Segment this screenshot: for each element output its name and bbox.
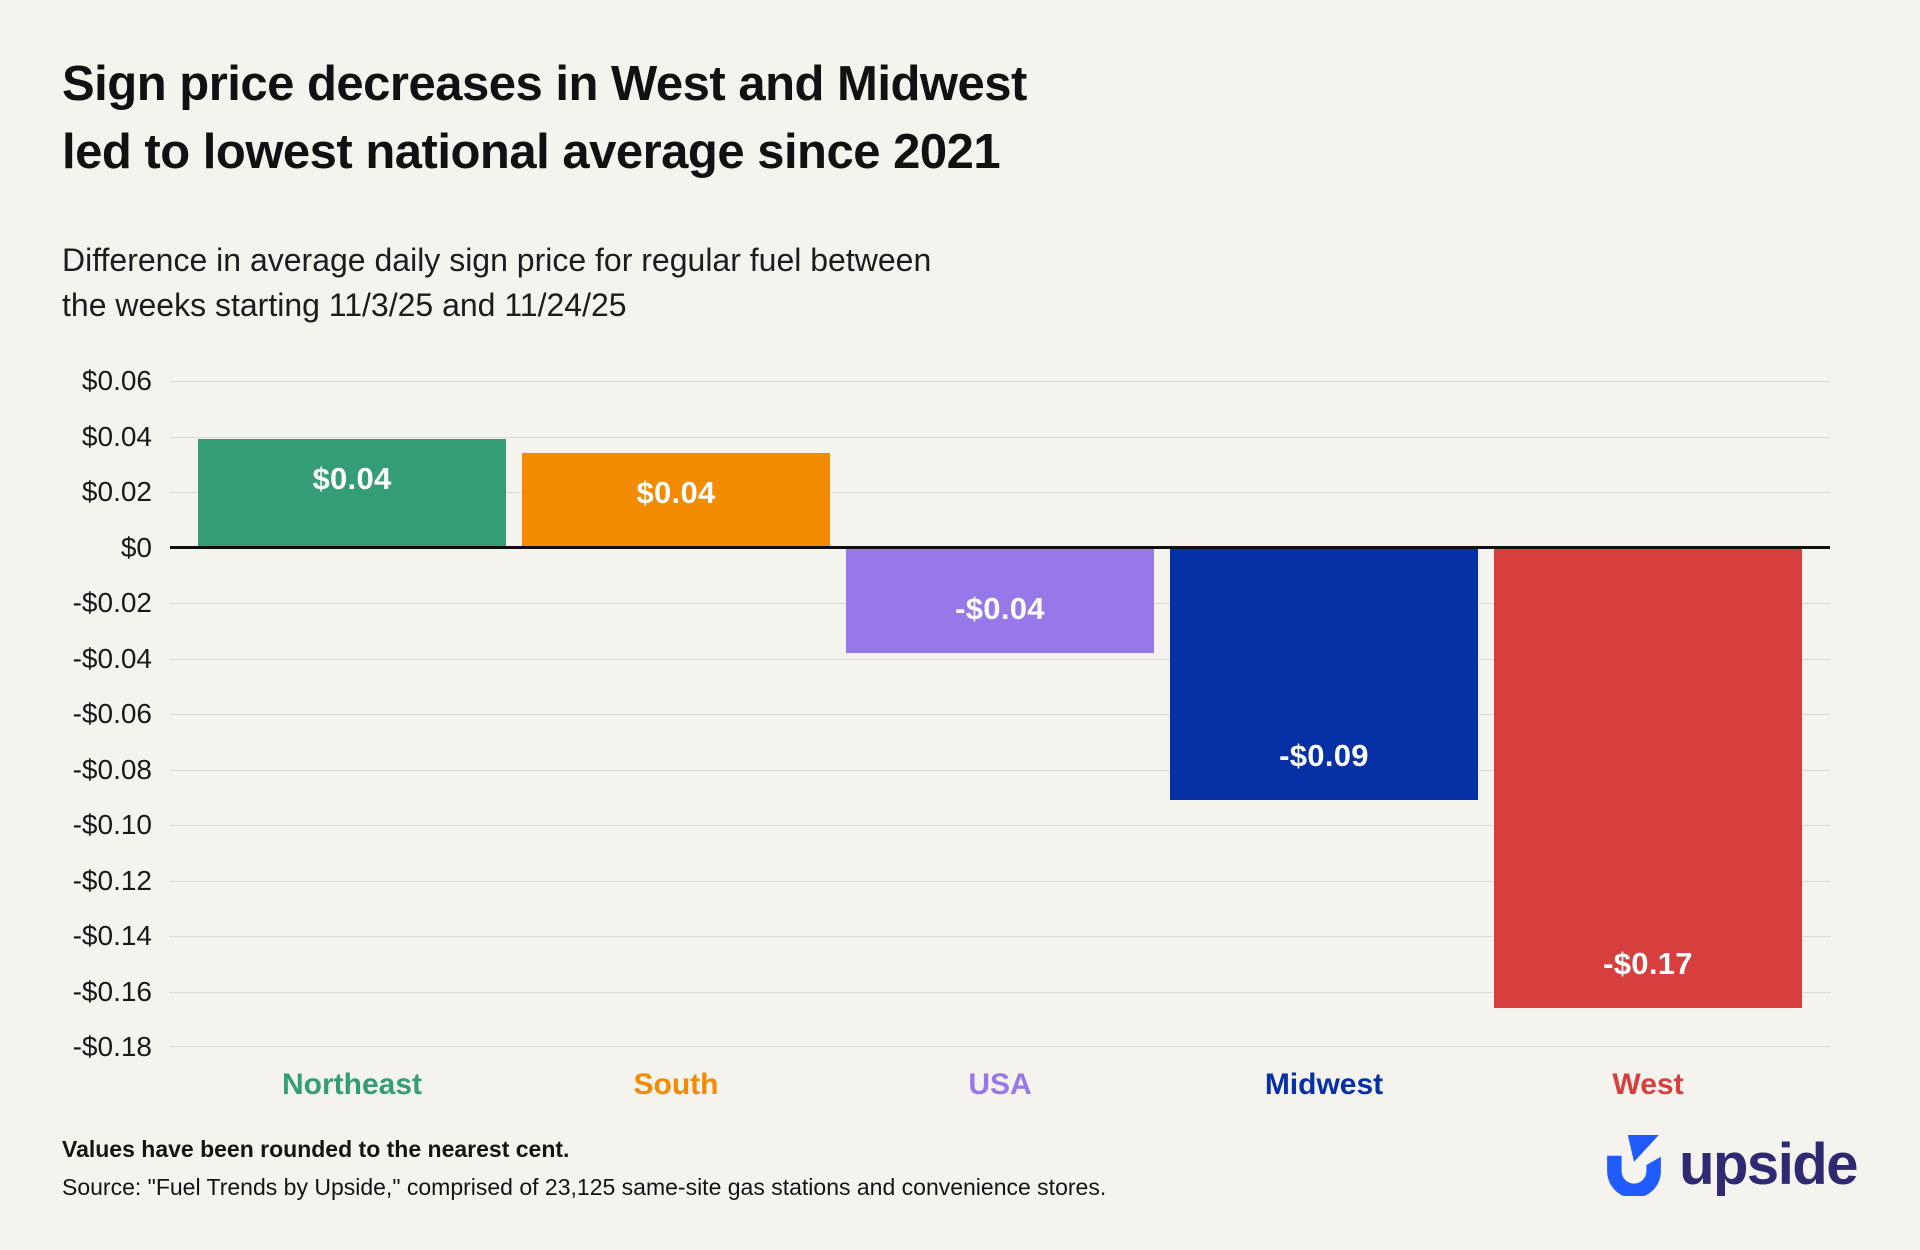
plot-area: $0.04 $0.04 -$0.04 -$0.09 -$0.17 bbox=[170, 381, 1830, 1047]
y-axis-tick-label: -$0.06 bbox=[72, 698, 152, 729]
y-axis-tick-label: $0 bbox=[120, 531, 152, 563]
upside-logo-icon bbox=[1603, 1134, 1665, 1196]
y-axis: $0.06 $0.04 $0.02 $0 -$0.02 -$0.04 -$0.06 -$0.0… bbox=[0, 365, 152, 1062]
gridline bbox=[170, 936, 1830, 937]
chart-title-line1: Sign price decreases in West and Midwest bbox=[62, 57, 1027, 111]
gridline bbox=[170, 769, 1830, 771]
upside-logo-text: upside bbox=[1679, 1132, 1858, 1197]
y-axis-tick-label: -$0.16 bbox=[72, 975, 152, 1007]
y-axis-tick-label: $0.06 bbox=[81, 365, 152, 396]
x-axis-label-usa: USA bbox=[968, 1068, 1032, 1101]
x-axis: Northeast South USA Midwest West bbox=[170, 1068, 1830, 1110]
upside-logo: upside bbox=[1603, 1132, 1858, 1197]
gridline bbox=[170, 492, 1830, 493]
x-axis-label-midwest: Midwest bbox=[1264, 1068, 1384, 1101]
y-axis-tick-label: -$0.04 bbox=[72, 642, 152, 674]
zero-axis-line bbox=[170, 546, 1830, 549]
footnote-source: Source: "Fuel Trends by Upside," compris… bbox=[62, 1174, 1107, 1200]
bar-south: $0.04 bbox=[522, 453, 830, 548]
bar-value-label: -$0.04 bbox=[955, 590, 1045, 626]
y-axis-tick-label: $0.04 bbox=[81, 420, 152, 452]
bar-value-label: -$0.09 bbox=[1279, 738, 1369, 774]
y-axis-tick-label: -$0.02 bbox=[72, 587, 152, 618]
gridline bbox=[170, 1046, 1830, 1047]
bar-value-label: $0.04 bbox=[636, 475, 716, 511]
gridline bbox=[170, 436, 1830, 438]
chart-title: Sign price decreases in West and Midwest… bbox=[62, 50, 1027, 186]
y-axis-tick-label: -$0.18 bbox=[72, 1031, 152, 1062]
y-axis-tick-label: $0.02 bbox=[81, 476, 152, 507]
gridline bbox=[170, 991, 1830, 993]
y-axis-tick-label: -$0.10 bbox=[72, 809, 152, 840]
footnote-note: Values have been rounded to the nearest … bbox=[62, 1136, 570, 1162]
gridline bbox=[170, 381, 1830, 382]
x-axis-label-west: West bbox=[1612, 1068, 1684, 1101]
bar-west: -$0.17 bbox=[1494, 547, 1802, 1009]
gridline bbox=[170, 825, 1830, 826]
y-axis-tick-label: -$0.12 bbox=[72, 864, 152, 896]
y-axis-tick-label: -$0.08 bbox=[72, 753, 152, 785]
chart-subtitle-line2: the weeks starting 11/3/25 and 11/24/25 bbox=[62, 287, 627, 323]
gridline bbox=[170, 658, 1830, 660]
chart-title-line2: led to lowest national average since 202… bbox=[62, 125, 1001, 179]
x-axis-label-northeast: Northeast bbox=[281, 1068, 423, 1101]
bar-value-label: -$0.17 bbox=[1603, 946, 1693, 982]
bar-value-label: $0.04 bbox=[312, 461, 392, 497]
chart-subtitle: Difference in average daily sign price f… bbox=[62, 238, 931, 328]
gridline bbox=[170, 714, 1830, 715]
y-axis-tick-label: -$0.14 bbox=[72, 920, 152, 951]
bar-midwest: -$0.09 bbox=[1170, 547, 1478, 801]
bar-usa: -$0.04 bbox=[846, 547, 1154, 653]
gridline bbox=[170, 880, 1830, 882]
bar-northeast: $0.04 bbox=[198, 439, 506, 548]
chart-subtitle-line1: Difference in average daily sign price f… bbox=[62, 242, 932, 278]
x-axis-label-south: South bbox=[633, 1068, 719, 1101]
